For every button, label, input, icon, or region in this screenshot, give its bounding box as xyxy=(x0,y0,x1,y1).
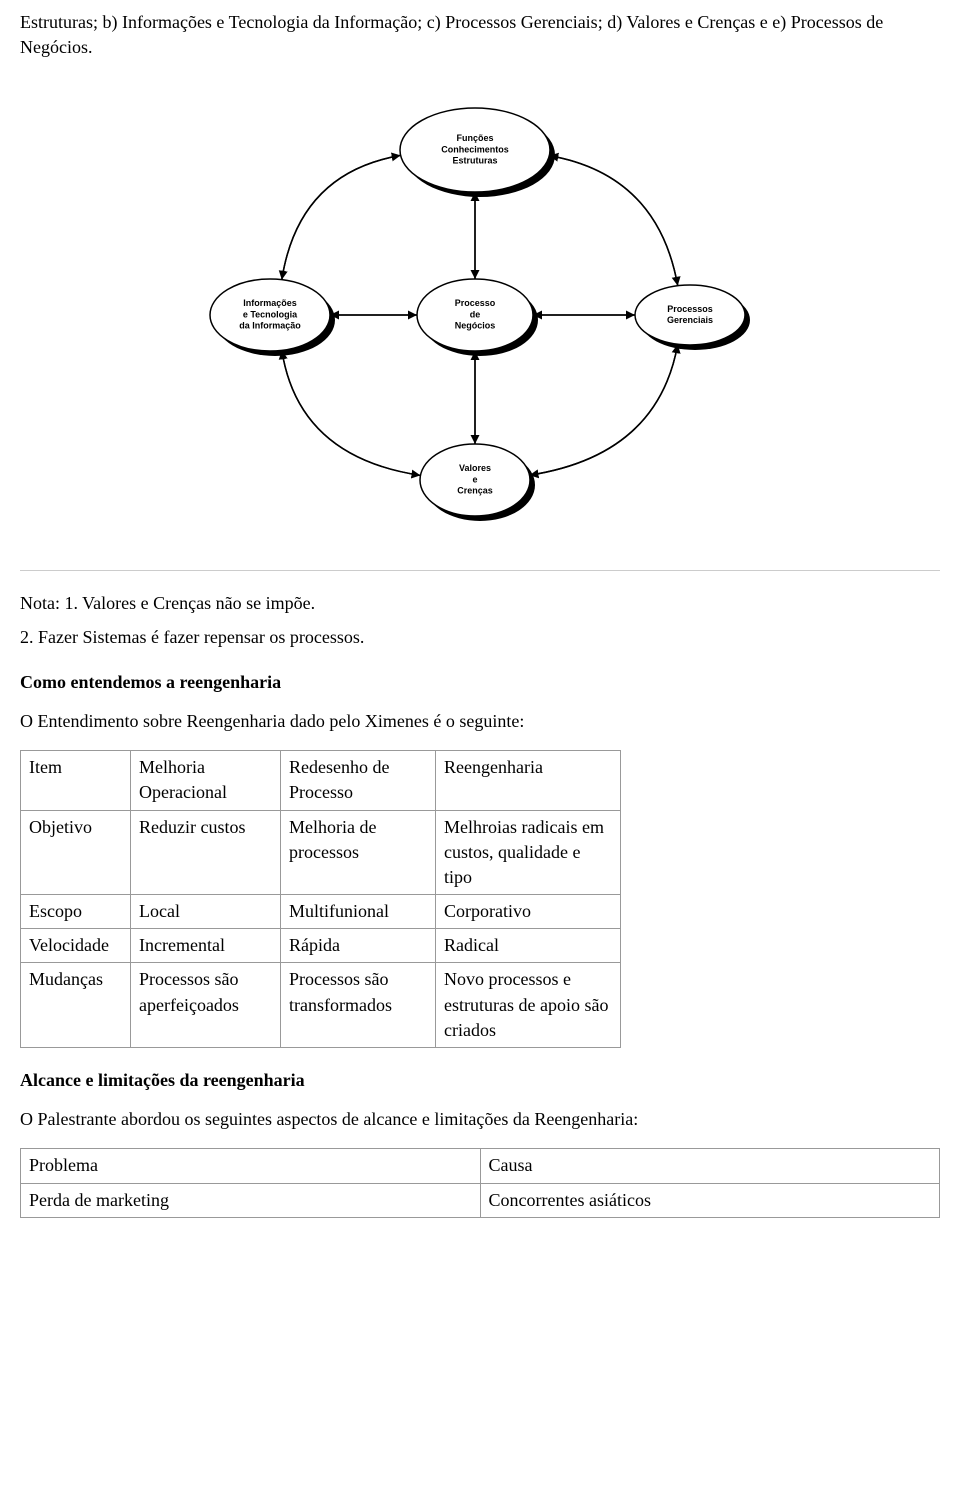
svg-text:Valores: Valores xyxy=(459,464,491,474)
table-cell: Escopo xyxy=(21,895,131,929)
table-cell: Rápida xyxy=(281,929,436,963)
table-row: VelocidadeIncrementalRápidaRadical xyxy=(21,929,621,963)
table-row: Perda de marketingConcorrentes asiáticos xyxy=(21,1183,940,1217)
table-row: ItemMelhoria OperacionalRedesenho de Pro… xyxy=(21,751,621,810)
para-alcance: O Palestrante abordou os seguintes aspec… xyxy=(20,1107,940,1132)
table-cell: Mudanças xyxy=(21,963,131,1048)
svg-text:Processos: Processos xyxy=(667,304,713,314)
table-cell: Melhoria Operacional xyxy=(131,751,281,810)
table-cell: Melhroias radicais em custos, qualidade … xyxy=(436,810,621,895)
table-cell: Concorrentes asiáticos xyxy=(480,1183,940,1217)
svg-text:Informações: Informações xyxy=(243,299,297,309)
table-cell: Redesenho de Processo xyxy=(281,751,436,810)
table-cell: Incremental xyxy=(131,929,281,963)
table-row: ProblemaCausa xyxy=(21,1149,940,1183)
heading-como-entendemos: Como entendemos a reengenharia xyxy=(20,670,940,695)
problem-cause-table: ProblemaCausaPerda de marketingConcorren… xyxy=(20,1148,940,1217)
svg-text:Conhecimentos: Conhecimentos xyxy=(441,145,509,155)
svg-text:Crenças: Crenças xyxy=(457,486,493,496)
svg-text:de: de xyxy=(470,310,481,320)
table-cell: Objetivo xyxy=(21,810,131,895)
table-cell: Novo processos e estruturas de apoio são… xyxy=(436,963,621,1048)
table-cell: Problema xyxy=(21,1149,481,1183)
table-cell: Velocidade xyxy=(21,929,131,963)
table-cell: Causa xyxy=(480,1149,940,1183)
svg-text:e Tecnologia: e Tecnologia xyxy=(243,310,298,320)
table-cell: Reengenharia xyxy=(436,751,621,810)
table-row: ObjetivoReduzir custosMelhoria de proces… xyxy=(21,810,621,895)
table-cell: Radical xyxy=(436,929,621,963)
diagram-container: FunçõesConhecimentosEstruturas Informaçõe… xyxy=(20,80,940,571)
svg-text:Processo: Processo xyxy=(455,299,496,309)
table-cell: Processos são aperfeiçoados xyxy=(131,963,281,1048)
heading-alcance: Alcance e limitações da reengenharia xyxy=(20,1068,940,1093)
table-cell: Local xyxy=(131,895,281,929)
svg-text:Negócios: Negócios xyxy=(455,321,496,331)
nota-line-1: Nota: 1. Valores e Crenças não se impõe. xyxy=(20,591,940,616)
svg-text:Funções: Funções xyxy=(456,134,493,144)
table-cell: Processos são transformados xyxy=(281,963,436,1048)
table-cell: Multifunional xyxy=(281,895,436,929)
nota-line-2: 2. Fazer Sistemas é fazer repensar os pr… xyxy=(20,625,940,650)
table-cell: Melhoria de processos xyxy=(281,810,436,895)
para-entendimento: O Entendimento sobre Reengenharia dado p… xyxy=(20,709,940,734)
table-cell: Reduzir custos xyxy=(131,810,281,895)
table-cell: Corporativo xyxy=(436,895,621,929)
svg-text:e: e xyxy=(472,475,477,485)
svg-text:Estruturas: Estruturas xyxy=(452,156,497,166)
process-diagram: FunçõesConhecimentosEstruturas Informaçõe… xyxy=(150,80,810,550)
table-row: MudançasProcessos são aperfeiçoadosProce… xyxy=(21,963,621,1048)
table-cell: Item xyxy=(21,751,131,810)
comparison-table: ItemMelhoria OperacionalRedesenho de Pro… xyxy=(20,750,621,1048)
intro-paragraph: Estruturas; b) Informações e Tecnologia … xyxy=(20,10,940,60)
svg-text:da Informação: da Informação xyxy=(239,321,301,331)
svg-text:Gerenciais: Gerenciais xyxy=(667,315,713,325)
table-row: EscopoLocalMultifunionalCorporativo xyxy=(21,895,621,929)
table-cell: Perda de marketing xyxy=(21,1183,481,1217)
